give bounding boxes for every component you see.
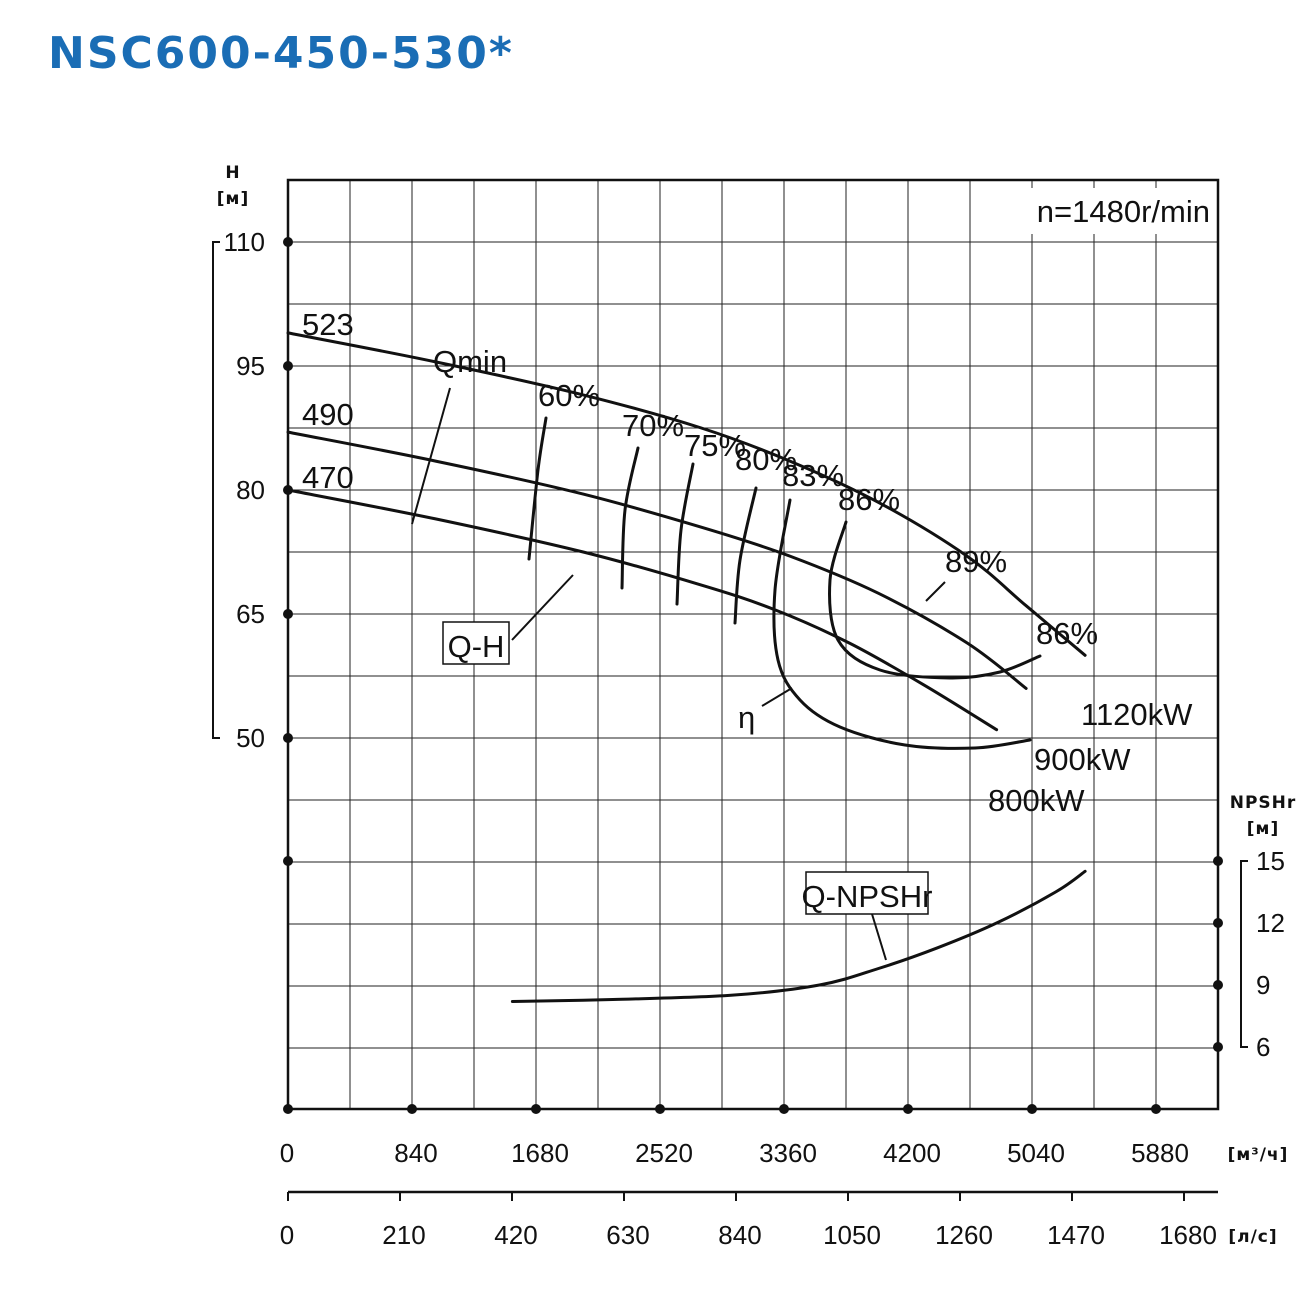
npsh-leader bbox=[871, 913, 887, 961]
flow-tick-label-m3h: 840 bbox=[394, 1138, 437, 1168]
flow-tick-label-m3h: 2520 bbox=[635, 1138, 693, 1168]
eff-label-60: 60% bbox=[538, 378, 600, 413]
speed-label: n=1480r/min bbox=[1037, 194, 1210, 229]
head-axis-unit: [м] bbox=[217, 189, 249, 209]
head-tick-label: 65 bbox=[236, 599, 265, 629]
npsh-axis-bracket bbox=[1240, 860, 1248, 1048]
eta-label: η bbox=[738, 700, 755, 735]
flow-tick-dot bbox=[779, 1104, 789, 1114]
npsh-axis-label: NPSHr bbox=[1230, 793, 1297, 813]
npsh-tick-label: 9 bbox=[1256, 970, 1270, 1000]
npsh-tick-dot bbox=[1213, 918, 1223, 928]
qh-label: Q-H bbox=[448, 629, 505, 664]
eff-label-86: 86% bbox=[838, 482, 900, 517]
head-tick-dot bbox=[283, 237, 293, 247]
eta-leader bbox=[761, 687, 793, 707]
flow-tick-label-ls: 1680 bbox=[1159, 1220, 1217, 1250]
qh-label-box bbox=[442, 621, 510, 665]
power-label-900: 900kW bbox=[1034, 742, 1131, 777]
flow-tick-dot bbox=[1151, 1104, 1161, 1114]
plot-frame bbox=[286, 178, 1220, 1111]
eff-label-80: 80% bbox=[735, 442, 797, 477]
flow-tick-label-m3h: 1680 bbox=[511, 1138, 569, 1168]
eff-89-leader bbox=[925, 581, 946, 602]
qh-leader bbox=[511, 574, 574, 641]
diameter-label-490: 490 bbox=[302, 397, 354, 432]
flow-tick-label-ls: 630 bbox=[606, 1220, 649, 1250]
npsh-tick-label: 15 bbox=[1256, 846, 1285, 876]
eff-label-75: 75% bbox=[684, 428, 746, 463]
flow-tick-label-m3h: 5040 bbox=[1007, 1138, 1065, 1168]
head-curve-490 bbox=[286, 430, 1028, 690]
head-tick-dot bbox=[283, 609, 293, 619]
npsh-tick-label: 12 bbox=[1256, 908, 1285, 938]
head-tick-dot bbox=[283, 361, 293, 371]
efficiency-curve-3 bbox=[733, 486, 758, 625]
head-tick-label: 50 bbox=[236, 723, 265, 753]
efficiency-curve-2 bbox=[675, 462, 695, 606]
flow-tick-dot bbox=[283, 1104, 293, 1114]
flow-tick-dot bbox=[1027, 1104, 1037, 1114]
flow-tick-label-m3h: 5880 bbox=[1131, 1138, 1189, 1168]
flow-tick-dot bbox=[531, 1104, 541, 1114]
eff-label-83: 83% bbox=[782, 458, 844, 493]
page-title: NSC600-450-530* bbox=[48, 28, 514, 79]
flow-tick-label-ls: 0 bbox=[280, 1220, 294, 1250]
head-tick-label: 80 bbox=[236, 475, 265, 505]
npsh-axis-unit: [м] bbox=[1247, 819, 1279, 839]
curves bbox=[286, 331, 1087, 1003]
flow-tick-label-ls: 840 bbox=[718, 1220, 761, 1250]
flow-tick-label-ls: 420 bbox=[494, 1220, 537, 1250]
npsh-axis: 15 12 9 6 bbox=[283, 846, 1285, 1062]
flow-axis: 0 840 1680 2520 3360 4200 5040 5880 0 210 420 630 84… bbox=[280, 1104, 1218, 1250]
flow-tick-label-m3h: 0 bbox=[280, 1138, 294, 1168]
head-axis: 110 95 80 65 50 bbox=[212, 227, 293, 753]
head-curve-470 bbox=[286, 488, 999, 732]
head-tick-label: 110 bbox=[224, 227, 265, 257]
diameter-label-523: 523 bbox=[302, 307, 354, 342]
npsh-label-box bbox=[805, 871, 929, 915]
npsh-tick-dot bbox=[1213, 1042, 1223, 1052]
eff-label-89: 89% bbox=[945, 544, 1007, 579]
efficiency-curve-1 bbox=[620, 446, 640, 590]
qmin-label: Qmin bbox=[433, 344, 507, 379]
flow-unit-ls: [л/с] bbox=[1228, 1227, 1277, 1247]
power-label-1120: 1120kW bbox=[1081, 697, 1193, 732]
eff-label-70: 70% bbox=[622, 408, 684, 443]
efficiency-curve-4 bbox=[772, 498, 1032, 750]
npsh-label: Q-NPSHr bbox=[802, 879, 933, 914]
head-tick-label: 95 bbox=[236, 351, 265, 381]
flow-tick-dot bbox=[407, 1104, 417, 1114]
npsh-tick-label: 6 bbox=[1256, 1032, 1270, 1062]
flow-tick-dot bbox=[903, 1104, 913, 1114]
flow-tick-label-ls: 210 bbox=[382, 1220, 425, 1250]
npsh-tick-dot bbox=[1213, 856, 1223, 866]
efficiency-curve-0 bbox=[527, 416, 548, 561]
eff-label-86-right: 86% bbox=[1036, 616, 1098, 651]
flow-tick-label-ls: 1260 bbox=[935, 1220, 993, 1250]
efficiency-curve-5 bbox=[828, 520, 1042, 680]
flow-tick-label-m3h: 4200 bbox=[883, 1138, 941, 1168]
flow-tick-label-ls: 1470 bbox=[1047, 1220, 1105, 1250]
qmin-leader bbox=[411, 387, 451, 525]
npsh-curve bbox=[510, 869, 1087, 1003]
flow-unit-m3h: [м³/ч] bbox=[1228, 1145, 1289, 1165]
flow-tick-label-m3h: 3360 bbox=[759, 1138, 817, 1168]
left-dot bbox=[283, 856, 293, 866]
head-tick-dot bbox=[283, 733, 293, 743]
head-curve-523 bbox=[286, 331, 1087, 657]
npsh-tick-dot bbox=[1213, 980, 1223, 990]
flow-tick-label-ls: 1050 bbox=[823, 1220, 881, 1250]
diameter-label-470: 470 bbox=[302, 460, 354, 495]
head-axis-bracket bbox=[212, 241, 220, 739]
power-label-800: 800kW bbox=[988, 783, 1085, 818]
flow-tick-dot bbox=[655, 1104, 665, 1114]
head-axis-label: H bbox=[225, 163, 240, 183]
